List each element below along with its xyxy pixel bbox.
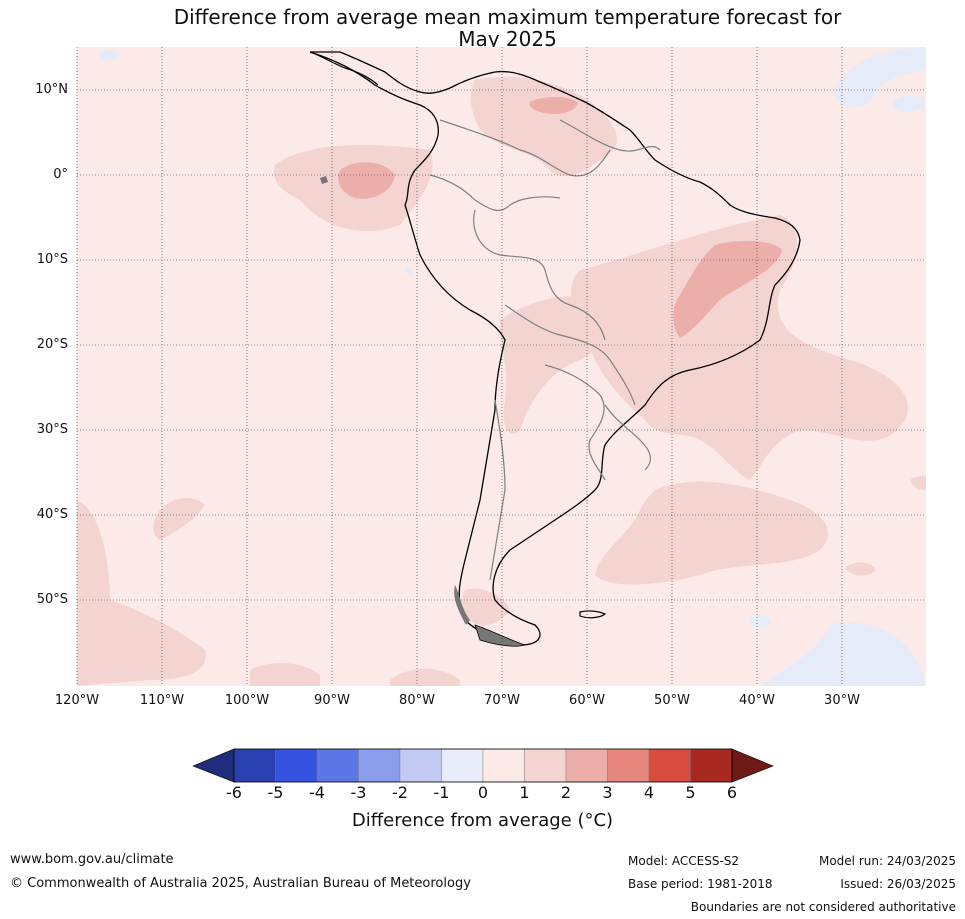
model-name: Model: ACCESS-S2	[628, 854, 740, 868]
colorbar-segment	[441, 748, 484, 783]
longitude-label: 110°W	[139, 693, 185, 708]
anomaly-region	[462, 588, 510, 626]
colorbar-arrow-high	[731, 748, 774, 783]
colorbar-tick-label: -1	[433, 783, 450, 802]
colorbar-segment	[233, 748, 276, 783]
colorbar-tick-label: -3	[350, 783, 367, 802]
colorbar	[192, 748, 774, 783]
tierra-del-fuego	[474, 624, 527, 647]
anomaly-region	[845, 562, 876, 576]
anomaly-region	[892, 95, 926, 113]
website-link[interactable]: www.bom.gov.au/climate	[10, 852, 174, 867]
base-period: Base period: 1981-2018	[628, 877, 773, 891]
colorbar-arrow-low	[192, 748, 235, 783]
anomaly-region	[100, 48, 120, 61]
colorbar-tick-label: 4	[643, 783, 655, 802]
colorbar-tick-label: -6	[226, 783, 242, 802]
latitude-label: 10°N	[35, 82, 68, 97]
anomaly-region	[760, 622, 926, 686]
colorbar-tick-label: -2	[392, 783, 408, 802]
longitude-label: 120°W	[54, 693, 100, 708]
colorbar-label: Difference from average (°C)	[351, 810, 614, 831]
colorbar-segment	[316, 748, 359, 783]
chart-title-line-1: Difference from average mean maximum tem…	[173, 5, 842, 29]
latitude-label: 50°S	[36, 592, 68, 607]
colorbar-tick-label: 0	[477, 783, 489, 802]
longitude-label: 60°W	[569, 693, 605, 708]
longitude-label: 50°W	[654, 693, 690, 708]
longitude-label: 80°W	[399, 693, 435, 708]
colorbar-segment	[275, 748, 318, 783]
colorbar-segment	[358, 748, 401, 783]
anomaly-region	[77, 500, 206, 686]
colorbar-tick-label: 5	[685, 783, 696, 802]
longitude-label: 40°W	[739, 693, 775, 708]
chart-title-line-2: May 2025	[458, 27, 557, 51]
anomaly-region	[529, 96, 578, 115]
central-america-coast	[309, 51, 379, 86]
latitude-label: 0°	[53, 167, 68, 182]
model-run-date: Model run: 24/03/2025	[818, 854, 956, 868]
latitude-label: 40°S	[36, 507, 68, 522]
colorbar-tick-label: 2	[560, 783, 572, 802]
anomaly-region	[153, 498, 205, 540]
anomaly-region	[405, 267, 414, 277]
colorbar-segment	[524, 748, 567, 783]
anomaly-region	[250, 663, 320, 686]
colorbar-tick-label: -4	[309, 783, 325, 802]
country-borders	[429, 119, 661, 581]
copyright-text: © Commonwealth of Australia 2025, Austra…	[10, 876, 471, 891]
anomaly-region	[338, 162, 395, 199]
anomaly-shading	[77, 48, 926, 686]
issued-date: Issued: 26/03/2025	[840, 877, 956, 891]
longitude-label: 100°W	[224, 693, 270, 708]
anomaly-region	[748, 614, 772, 628]
longitude-label: 30°W	[824, 693, 860, 708]
anomaly-region	[595, 481, 829, 585]
anomaly-region	[570, 215, 908, 480]
south-america-outline	[309, 51, 801, 646]
latitude-label: 10°S	[36, 252, 68, 267]
anomaly-region	[910, 475, 926, 490]
colorbar-tick-label: -5	[267, 783, 284, 802]
colorbar-tick-label: 3	[602, 783, 613, 802]
boundaries-disclaimer: Boundaries are not considered authoritat…	[690, 900, 956, 914]
colorbar-segment	[565, 748, 608, 783]
colorbar-segment	[690, 748, 733, 783]
falkland-islands	[579, 610, 607, 619]
anomaly-region	[673, 240, 782, 338]
anomaly-region	[500, 296, 604, 434]
colorbar-outline	[233, 748, 733, 783]
longitude-label: 90°W	[314, 693, 350, 708]
longitude-label: 70°W	[484, 693, 520, 708]
latitude-label: 20°S	[36, 337, 68, 352]
coastline	[309, 51, 801, 647]
anomaly-region	[834, 48, 926, 108]
anomaly-region	[390, 668, 460, 686]
anomaly-region	[470, 76, 617, 177]
latitude-label: 30°S	[36, 422, 68, 437]
graticule	[76, 47, 926, 686]
colorbar-tick-label: 1	[519, 783, 530, 802]
colorbar-segment	[607, 748, 650, 783]
colorbar-tick-label: 6	[726, 783, 738, 802]
colorbar-segment	[648, 748, 691, 783]
chilean-fjords	[454, 585, 470, 625]
colorbar-segment	[482, 748, 525, 783]
galapagos-islands	[320, 176, 328, 184]
colorbar-segment	[399, 748, 442, 783]
